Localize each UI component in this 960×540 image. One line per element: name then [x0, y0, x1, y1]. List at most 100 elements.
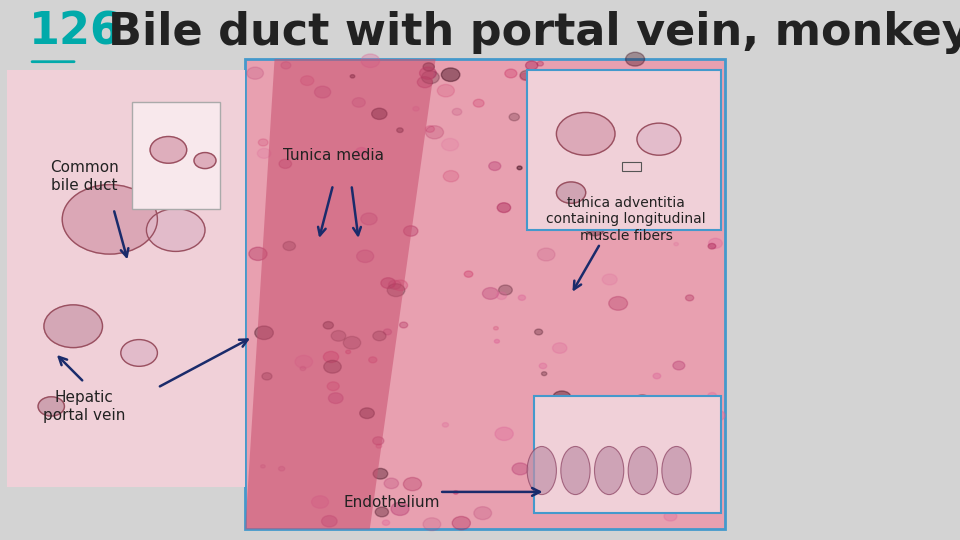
- Circle shape: [636, 123, 681, 155]
- Circle shape: [553, 343, 567, 353]
- Circle shape: [520, 73, 530, 80]
- Circle shape: [493, 327, 498, 330]
- Circle shape: [517, 166, 522, 170]
- Circle shape: [444, 171, 459, 182]
- Circle shape: [260, 465, 265, 468]
- Circle shape: [512, 463, 528, 475]
- Circle shape: [121, 340, 157, 366]
- Circle shape: [694, 78, 708, 87]
- Circle shape: [620, 488, 639, 501]
- Circle shape: [525, 61, 538, 70]
- Circle shape: [258, 139, 268, 146]
- Circle shape: [538, 248, 555, 261]
- Circle shape: [474, 507, 492, 519]
- Circle shape: [413, 106, 420, 111]
- Circle shape: [685, 295, 694, 301]
- Circle shape: [683, 497, 691, 504]
- Circle shape: [396, 128, 403, 132]
- Circle shape: [350, 75, 355, 78]
- Circle shape: [373, 468, 388, 479]
- Circle shape: [604, 504, 612, 510]
- Circle shape: [708, 191, 712, 195]
- Circle shape: [382, 520, 390, 525]
- Circle shape: [262, 373, 272, 380]
- Bar: [535, 396, 721, 514]
- Circle shape: [356, 147, 367, 156]
- Circle shape: [369, 357, 377, 363]
- Circle shape: [420, 67, 436, 79]
- Circle shape: [609, 81, 626, 94]
- Circle shape: [38, 397, 64, 416]
- Circle shape: [418, 77, 432, 87]
- Circle shape: [300, 76, 314, 85]
- Circle shape: [403, 477, 421, 491]
- Circle shape: [300, 367, 305, 370]
- Circle shape: [283, 241, 296, 251]
- Circle shape: [423, 518, 441, 531]
- Circle shape: [673, 136, 691, 149]
- Circle shape: [279, 159, 292, 168]
- Circle shape: [704, 125, 719, 136]
- Circle shape: [194, 152, 216, 168]
- Circle shape: [384, 478, 398, 489]
- Circle shape: [403, 226, 418, 236]
- Circle shape: [553, 391, 571, 404]
- Bar: [527, 70, 721, 230]
- Circle shape: [611, 491, 620, 498]
- Circle shape: [535, 329, 542, 335]
- Bar: [132, 102, 220, 208]
- Circle shape: [520, 71, 533, 80]
- Circle shape: [541, 372, 547, 376]
- Circle shape: [438, 84, 454, 97]
- Circle shape: [710, 410, 725, 421]
- Circle shape: [324, 352, 339, 362]
- Polygon shape: [245, 59, 436, 529]
- Circle shape: [639, 206, 655, 217]
- Circle shape: [346, 350, 350, 354]
- Circle shape: [381, 278, 396, 288]
- Circle shape: [633, 395, 652, 408]
- Circle shape: [700, 498, 710, 506]
- Circle shape: [344, 336, 361, 349]
- Circle shape: [668, 405, 673, 408]
- Circle shape: [708, 244, 716, 249]
- Circle shape: [622, 156, 628, 160]
- Ellipse shape: [527, 447, 557, 495]
- Circle shape: [509, 113, 519, 121]
- Circle shape: [387, 284, 405, 296]
- Circle shape: [453, 491, 458, 494]
- Circle shape: [399, 322, 408, 328]
- Circle shape: [588, 170, 598, 177]
- Circle shape: [423, 63, 434, 71]
- Circle shape: [539, 195, 546, 201]
- Circle shape: [443, 423, 448, 427]
- Ellipse shape: [661, 447, 691, 495]
- Circle shape: [257, 148, 271, 158]
- Circle shape: [391, 502, 409, 516]
- Circle shape: [324, 321, 333, 329]
- Text: Common
bile duct: Common bile duct: [50, 160, 119, 193]
- Circle shape: [626, 52, 644, 66]
- Circle shape: [673, 361, 684, 370]
- Circle shape: [372, 108, 387, 119]
- Circle shape: [653, 373, 660, 379]
- Circle shape: [278, 467, 285, 471]
- Circle shape: [537, 62, 543, 66]
- Circle shape: [557, 182, 586, 204]
- Circle shape: [393, 280, 408, 291]
- Circle shape: [557, 112, 615, 155]
- Circle shape: [249, 247, 267, 260]
- Circle shape: [494, 340, 499, 343]
- Circle shape: [592, 163, 609, 174]
- Ellipse shape: [628, 447, 658, 495]
- Text: Bile duct with portal vein, monkey: Bile duct with portal vein, monkey: [77, 11, 960, 53]
- Circle shape: [421, 71, 440, 84]
- Circle shape: [566, 495, 585, 509]
- Circle shape: [383, 329, 392, 335]
- Circle shape: [389, 280, 401, 289]
- Circle shape: [324, 360, 341, 373]
- Circle shape: [483, 288, 498, 299]
- Ellipse shape: [561, 447, 590, 495]
- Bar: [622, 161, 640, 171]
- Text: Tunica media: Tunica media: [282, 148, 384, 163]
